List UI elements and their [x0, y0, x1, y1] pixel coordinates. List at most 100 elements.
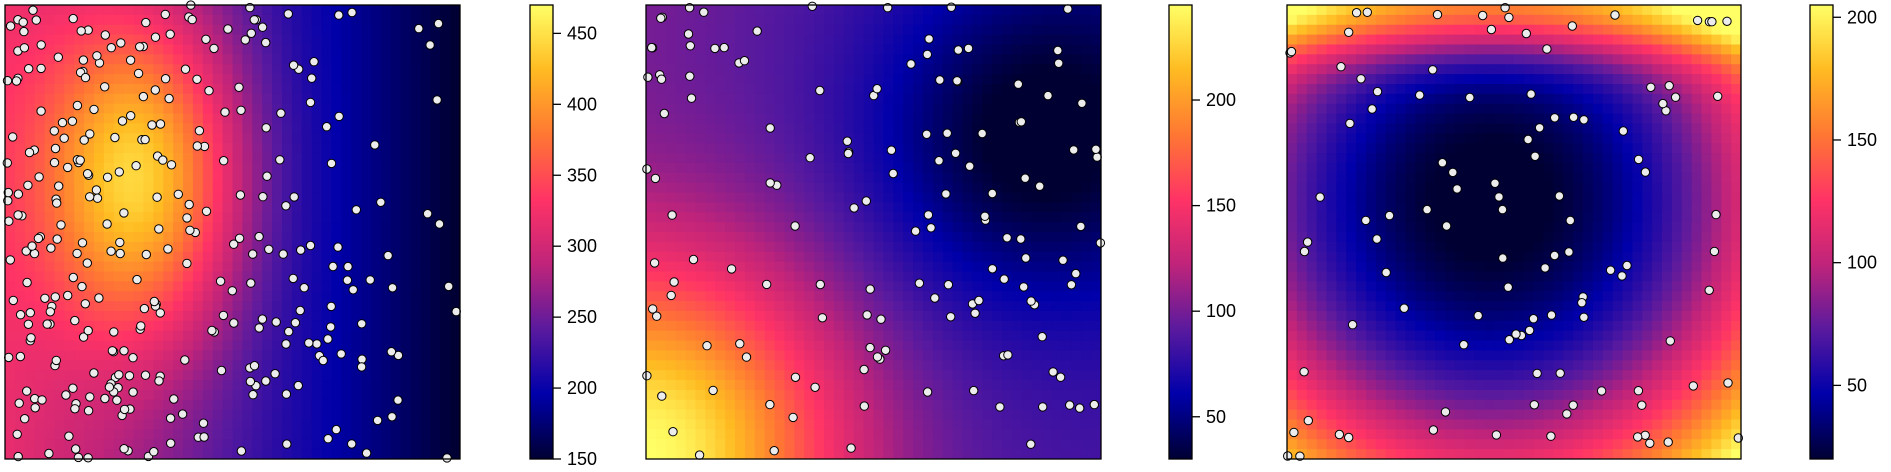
- heatmap-cell: [163, 143, 173, 153]
- heatmap-cell: [963, 232, 973, 242]
- heatmap-cell: [272, 420, 282, 430]
- heatmap-cell: [913, 123, 923, 133]
- heatmap-cell: [1061, 173, 1071, 183]
- heatmap-cell: [824, 153, 834, 163]
- sample-point: [366, 276, 374, 284]
- heatmap-cell: [94, 449, 104, 459]
- heatmap-cell: [322, 84, 332, 94]
- sample-point: [183, 259, 191, 267]
- heatmap-cell: [844, 84, 854, 94]
- heatmap-cell: [341, 25, 351, 35]
- heatmap-cell: [74, 193, 84, 203]
- heatmap-cell: [183, 439, 193, 449]
- heatmap-cell: [695, 301, 705, 311]
- heatmap-cell: [54, 439, 64, 449]
- heatmap-cell: [25, 193, 35, 203]
- sample-point: [183, 214, 191, 222]
- sample-point: [669, 428, 677, 436]
- heatmap-cell: [134, 232, 144, 242]
- heatmap-cell: [25, 232, 35, 242]
- heatmap-cell: [1494, 15, 1504, 25]
- heatmap-cell: [282, 183, 292, 193]
- heatmap-cell: [302, 123, 312, 133]
- heatmap-cell: [262, 222, 272, 232]
- heatmap-cell: [371, 104, 381, 114]
- heatmap-cell: [5, 341, 15, 351]
- heatmap-cell: [992, 252, 1002, 262]
- heatmap-cell: [695, 429, 705, 439]
- heatmap-cell: [903, 360, 913, 370]
- heatmap-cell: [411, 163, 421, 173]
- sample-point: [136, 43, 144, 51]
- heatmap-cell: [64, 143, 74, 153]
- heatmap-cell: [794, 123, 804, 133]
- heatmap-cell: [1042, 439, 1052, 449]
- heatmap-cell: [440, 35, 450, 45]
- heatmap-cell: [252, 143, 262, 153]
- heatmap-cell: [1061, 439, 1071, 449]
- heatmap-cell: [183, 133, 193, 143]
- heatmap-cell: [173, 114, 183, 124]
- heatmap-cell: [794, 104, 804, 114]
- sample-point: [1014, 80, 1022, 88]
- heatmap-cell: [351, 64, 361, 74]
- sample-point: [1054, 46, 1062, 54]
- heatmap-cell: [312, 163, 322, 173]
- heatmap-cell: [804, 222, 814, 232]
- sample-point: [1036, 182, 1044, 190]
- heatmap-cell: [656, 331, 666, 341]
- heatmap-cell: [666, 242, 676, 252]
- sample-point: [62, 391, 70, 399]
- heatmap-cell: [913, 262, 923, 272]
- heatmap-cell: [94, 271, 104, 281]
- sample-point: [335, 11, 343, 19]
- heatmap-cell: [666, 193, 676, 203]
- heatmap-cell: [1366, 25, 1376, 35]
- heatmap-cell: [381, 74, 391, 84]
- colorbar-tick-label: 250: [567, 307, 597, 327]
- heatmap-cell: [351, 449, 361, 459]
- heatmap-cell: [695, 420, 705, 430]
- heatmap-cell: [104, 360, 114, 370]
- heatmap-cell: [953, 449, 963, 459]
- heatmap-cell: [361, 153, 371, 163]
- heatmap-cell: [982, 114, 992, 124]
- heatmap-cell: [262, 143, 272, 153]
- heatmap-cell: [114, 193, 124, 203]
- heatmap-cell: [893, 232, 903, 242]
- heatmap-cell: [420, 64, 430, 74]
- heatmap-cell: [1613, 44, 1623, 54]
- heatmap-cell: [784, 64, 794, 74]
- heatmap-cell: [765, 44, 775, 54]
- heatmap-cell: [676, 252, 686, 262]
- heatmap-cell: [203, 370, 213, 380]
- sample-point: [703, 342, 711, 350]
- heatmap-cell: [272, 44, 282, 54]
- heatmap-cell: [401, 331, 411, 341]
- heatmap-cell: [953, 64, 963, 74]
- heatmap-cell: [1022, 143, 1032, 153]
- heatmap-cell: [755, 242, 765, 252]
- heatmap-cell: [193, 44, 203, 54]
- heatmap-cell: [953, 94, 963, 104]
- heatmap-cell: [242, 183, 252, 193]
- heatmap-cell: [45, 44, 55, 54]
- heatmap-cell: [322, 15, 332, 25]
- heatmap-cell: [765, 370, 775, 380]
- heatmap-cell: [933, 123, 943, 133]
- heatmap-cell: [45, 25, 55, 35]
- heatmap-cell: [676, 380, 686, 390]
- heatmap-cell: [331, 252, 341, 262]
- heatmap-cell: [814, 44, 824, 54]
- heatmap-cell: [302, 271, 312, 281]
- heatmap-cell: [440, 242, 450, 252]
- heatmap-cell: [183, 242, 193, 252]
- heatmap-cell: [992, 380, 1002, 390]
- heatmap-cell: [1022, 410, 1032, 420]
- heatmap-cell: [1071, 370, 1081, 380]
- heatmap-cell: [45, 420, 55, 430]
- heatmap-cell: [173, 173, 183, 183]
- heatmap-cell: [953, 410, 963, 420]
- heatmap-cell: [173, 281, 183, 291]
- heatmap-cell: [1642, 54, 1652, 64]
